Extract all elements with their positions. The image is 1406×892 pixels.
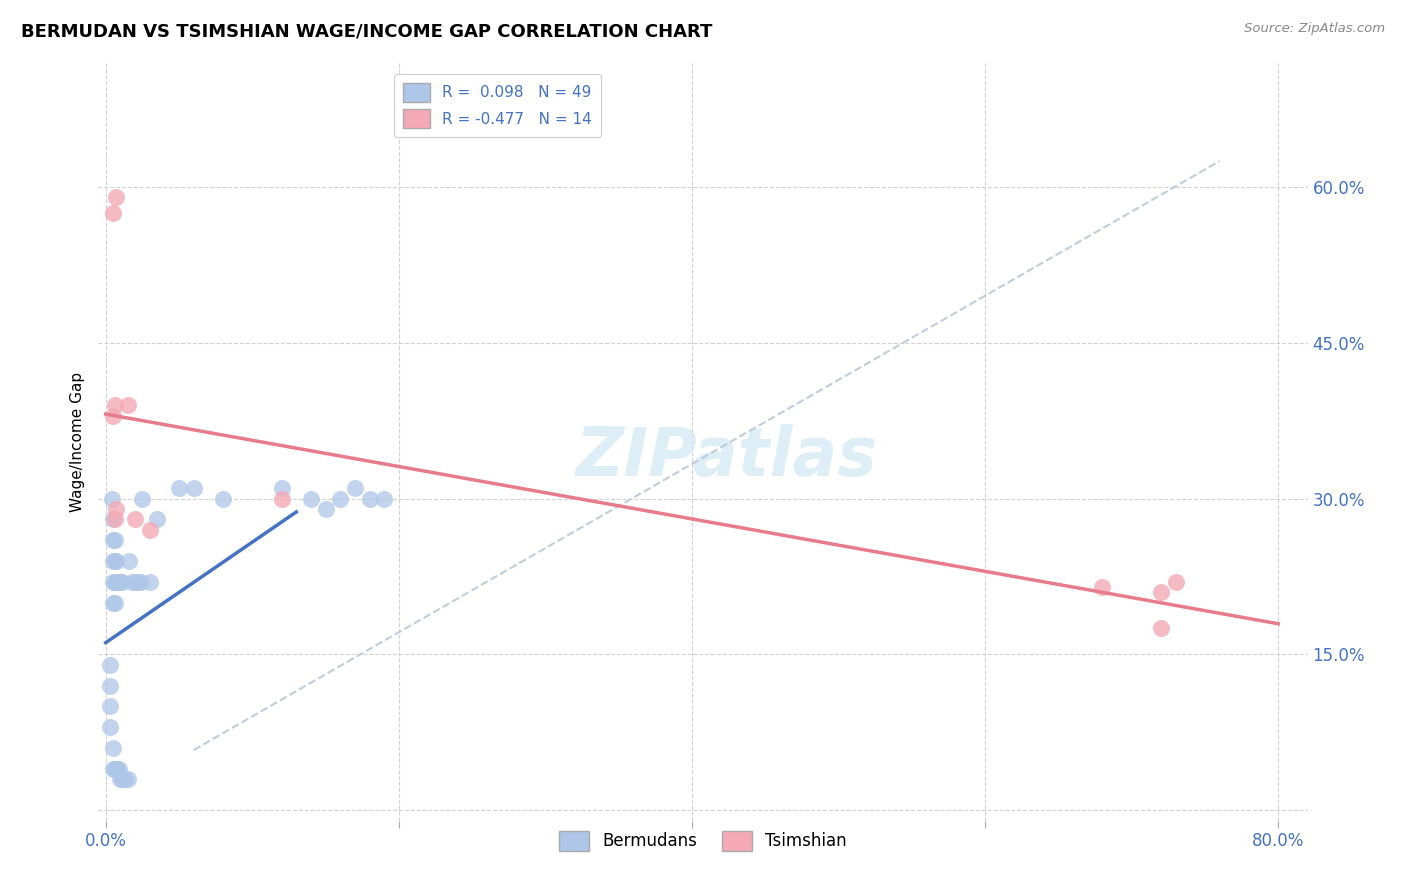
- Point: [112, 772, 135, 786]
- Point: [107, 762, 129, 776]
- Point: [146, 512, 169, 526]
- Point: [105, 554, 128, 568]
- Point: [138, 574, 160, 589]
- Point: [111, 574, 134, 589]
- Point: [101, 554, 124, 568]
- Point: [299, 491, 322, 506]
- Point: [359, 491, 381, 506]
- Point: [105, 502, 128, 516]
- Point: [103, 533, 125, 548]
- Point: [1091, 580, 1114, 594]
- Point: [183, 481, 205, 495]
- Point: [101, 762, 124, 776]
- Point: [100, 491, 122, 506]
- Point: [110, 772, 132, 786]
- Point: [167, 481, 190, 495]
- Point: [114, 772, 136, 786]
- Legend: Bermudans, Tsimshian: Bermudans, Tsimshian: [553, 824, 853, 858]
- Point: [103, 398, 125, 412]
- Point: [121, 574, 143, 589]
- Point: [1150, 585, 1173, 599]
- Point: [270, 481, 292, 495]
- Point: [127, 574, 149, 589]
- Point: [101, 533, 124, 548]
- Text: ZIPatlas: ZIPatlas: [576, 424, 879, 490]
- Point: [98, 657, 121, 672]
- Point: [329, 491, 352, 506]
- Point: [110, 574, 132, 589]
- Point: [117, 398, 139, 412]
- Point: [103, 554, 125, 568]
- Point: [117, 772, 139, 786]
- Point: [131, 491, 153, 506]
- Point: [101, 409, 124, 423]
- Point: [1150, 622, 1173, 636]
- Point: [129, 574, 152, 589]
- Point: [108, 762, 131, 776]
- Point: [124, 574, 146, 589]
- Point: [103, 595, 125, 609]
- Point: [124, 512, 146, 526]
- Point: [343, 481, 366, 495]
- Point: [107, 574, 129, 589]
- Point: [103, 512, 125, 526]
- Point: [111, 772, 134, 786]
- Point: [212, 491, 235, 506]
- Point: [105, 762, 128, 776]
- Point: [98, 699, 121, 714]
- Point: [105, 574, 128, 589]
- Point: [98, 679, 121, 693]
- Y-axis label: Wage/Income Gap: Wage/Income Gap: [69, 371, 84, 512]
- Point: [138, 523, 160, 537]
- Point: [98, 720, 121, 734]
- Point: [1164, 574, 1187, 589]
- Point: [101, 574, 124, 589]
- Point: [103, 574, 125, 589]
- Text: BERMUDAN VS TSIMSHIAN WAGE/INCOME GAP CORRELATION CHART: BERMUDAN VS TSIMSHIAN WAGE/INCOME GAP CO…: [21, 22, 713, 40]
- Point: [118, 554, 141, 568]
- Point: [270, 491, 292, 506]
- Point: [105, 190, 128, 204]
- Point: [315, 502, 337, 516]
- Point: [108, 574, 131, 589]
- Point: [101, 206, 124, 220]
- Point: [101, 595, 124, 609]
- Text: Source: ZipAtlas.com: Source: ZipAtlas.com: [1244, 22, 1385, 36]
- Point: [101, 512, 124, 526]
- Point: [103, 762, 125, 776]
- Point: [373, 491, 395, 506]
- Point: [101, 740, 124, 755]
